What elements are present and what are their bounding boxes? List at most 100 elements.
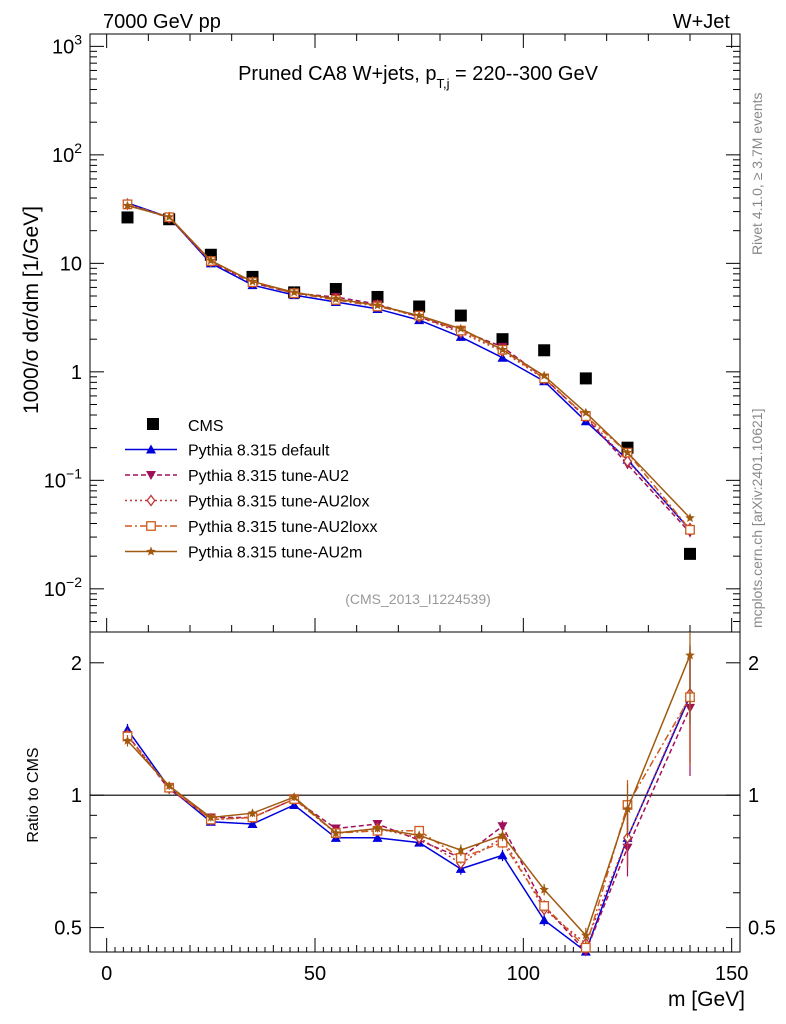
ratio-series-marker: [685, 650, 695, 660]
main-y-tick-label: 1: [71, 362, 82, 384]
main-series-line: [127, 204, 691, 519]
x-tick-label: 150: [715, 963, 748, 985]
ratio-series-line: [126, 696, 691, 950]
x-tick-label: 100: [507, 963, 540, 985]
legend-marker: [146, 444, 156, 454]
cms-data-point: [121, 211, 134, 224]
main-series: [122, 200, 695, 522]
main-series-marker: [289, 287, 299, 297]
legend-label: Pythia 8.315 tune-AU2m: [188, 545, 362, 562]
ratio-series: [122, 632, 695, 944]
main-series-marker: [622, 455, 633, 468]
mcplots-label: mcplots.cern.ch [arXiv:2401.10621]: [749, 409, 765, 628]
ratio-series-marker: [622, 804, 633, 814]
legend-cms-marker: [147, 418, 159, 430]
main-series-marker: [247, 276, 258, 286]
main-y-tick-label: 102: [52, 140, 82, 167]
legend-cms-label: CMS: [188, 418, 224, 435]
legend: CMS Pythia 8.315 default Pythia 8.315 tune…: [125, 418, 377, 562]
main-series-marker: [685, 513, 695, 522]
cms-data-point: [413, 300, 426, 313]
ratio-series-marker: [164, 780, 174, 790]
ratio-y-tick-label-right: 1: [748, 785, 759, 807]
legend-marker: [146, 546, 156, 556]
cms-data-point: [538, 344, 551, 357]
cms-data-point: [204, 248, 217, 261]
main-series-marker: [331, 293, 341, 303]
main-series-marker: [685, 524, 695, 535]
main-axis-ticks: 10−2 10−1 1 10 102 103: [44, 31, 740, 633]
ratio-series-marker: [456, 845, 466, 855]
main-series-marker: [164, 211, 174, 221]
main-series-marker: [539, 370, 549, 380]
ratio-series: [122, 647, 695, 953]
main-y-tick-label: 10−2: [44, 574, 82, 601]
ratio-series-line: [126, 655, 691, 937]
ratio-series-line: [126, 695, 691, 953]
ratio-y-tick-label: 1: [71, 785, 82, 807]
x-tick-label: 0: [101, 963, 112, 985]
ratio-series-marker: [539, 915, 550, 925]
main-series-marker: [497, 344, 508, 354]
main-series-line: [127, 202, 691, 531]
main-frame: [89, 33, 741, 633]
ratio-series-marker: [580, 942, 591, 953]
legend-label: Pythia 8.315 tune-AU2loxx: [188, 519, 377, 536]
main-y-tick-label: 10−1: [44, 465, 82, 492]
main-y-tick-label: 10: [60, 253, 82, 275]
main-series-marker: [456, 323, 466, 333]
rivet-label: Rivet 4.1.0, ≥ 3.7M events: [749, 92, 765, 255]
cms-data-point: [454, 309, 467, 322]
ratio-series-marker: [289, 792, 299, 802]
ratio-y-tick-label: 2: [71, 653, 82, 675]
ratio-series-marker: [581, 930, 591, 940]
x-tick-label: 50: [304, 963, 326, 985]
ratio-series-marker: [414, 830, 424, 840]
legend-label: Pythia 8.315 tune-AU2: [188, 468, 349, 485]
cms-data-point: [496, 333, 509, 346]
main-plot-area: [121, 197, 696, 560]
main-series-marker: [372, 300, 383, 310]
ratio-y-axis-label: Ratio to CMS: [25, 747, 42, 842]
ratio-series: [122, 643, 695, 952]
cms-data-point: [579, 372, 592, 385]
ratio-series-marker: [206, 812, 216, 822]
ratio-series: [122, 657, 695, 957]
ratio-series-marker: [331, 828, 341, 838]
ratio-y-tick-label: 0.5: [54, 918, 82, 940]
legend-marker: [146, 521, 156, 531]
ratio-axis-ticks: 0 50 100 150 0.5 0.5 1 1 2 2: [54, 653, 776, 985]
legend-label: Pythia 8.315 tune-AU2lox: [188, 494, 369, 511]
ratio-series-marker: [497, 850, 508, 860]
title-sub: T,j: [437, 76, 450, 91]
cms-data-point: [329, 283, 342, 296]
ratio-series-marker: [372, 823, 383, 833]
header-left: 7000 GeV pp: [103, 11, 221, 33]
ratio-y-tick-label-right: 0.5: [748, 918, 776, 940]
legend-marker: [146, 494, 156, 507]
main-series-marker: [414, 310, 424, 320]
ratio-series-marker: [122, 735, 133, 745]
ratio-series-marker: [539, 884, 549, 894]
main-series-marker: [581, 407, 591, 417]
ratio-series-marker: [247, 808, 258, 818]
ratio-y-tick-label-right: 2: [748, 653, 759, 675]
title-tail: = 220--300 GeV: [450, 63, 599, 85]
cms-data-point: [684, 547, 696, 560]
ratio-series-marker: [372, 832, 383, 842]
ratio-frame: [89, 631, 741, 953]
main-y-tick-label: 103: [52, 31, 82, 58]
ratio-series-line: [126, 707, 691, 953]
ratio-series-marker: [539, 901, 550, 911]
ratio-series-marker: [497, 830, 508, 840]
y-axis-label: 1000/σ dσ/dm [1/GeV]: [20, 206, 43, 414]
ratio-plot-area: [122, 632, 695, 957]
main-title: Pruned CA8 W+jets, pT,j = 220--300 GeV: [238, 63, 599, 91]
x-axis-label: m [GeV]: [668, 988, 745, 1011]
title-main: Pruned CA8 W+jets, p: [238, 63, 436, 85]
main-series-marker: [622, 447, 633, 457]
watermark: (CMS_2013_I1224539): [345, 591, 491, 607]
legend-label: Pythia 8.315 default: [188, 443, 330, 460]
cms-data-point: [371, 290, 384, 303]
